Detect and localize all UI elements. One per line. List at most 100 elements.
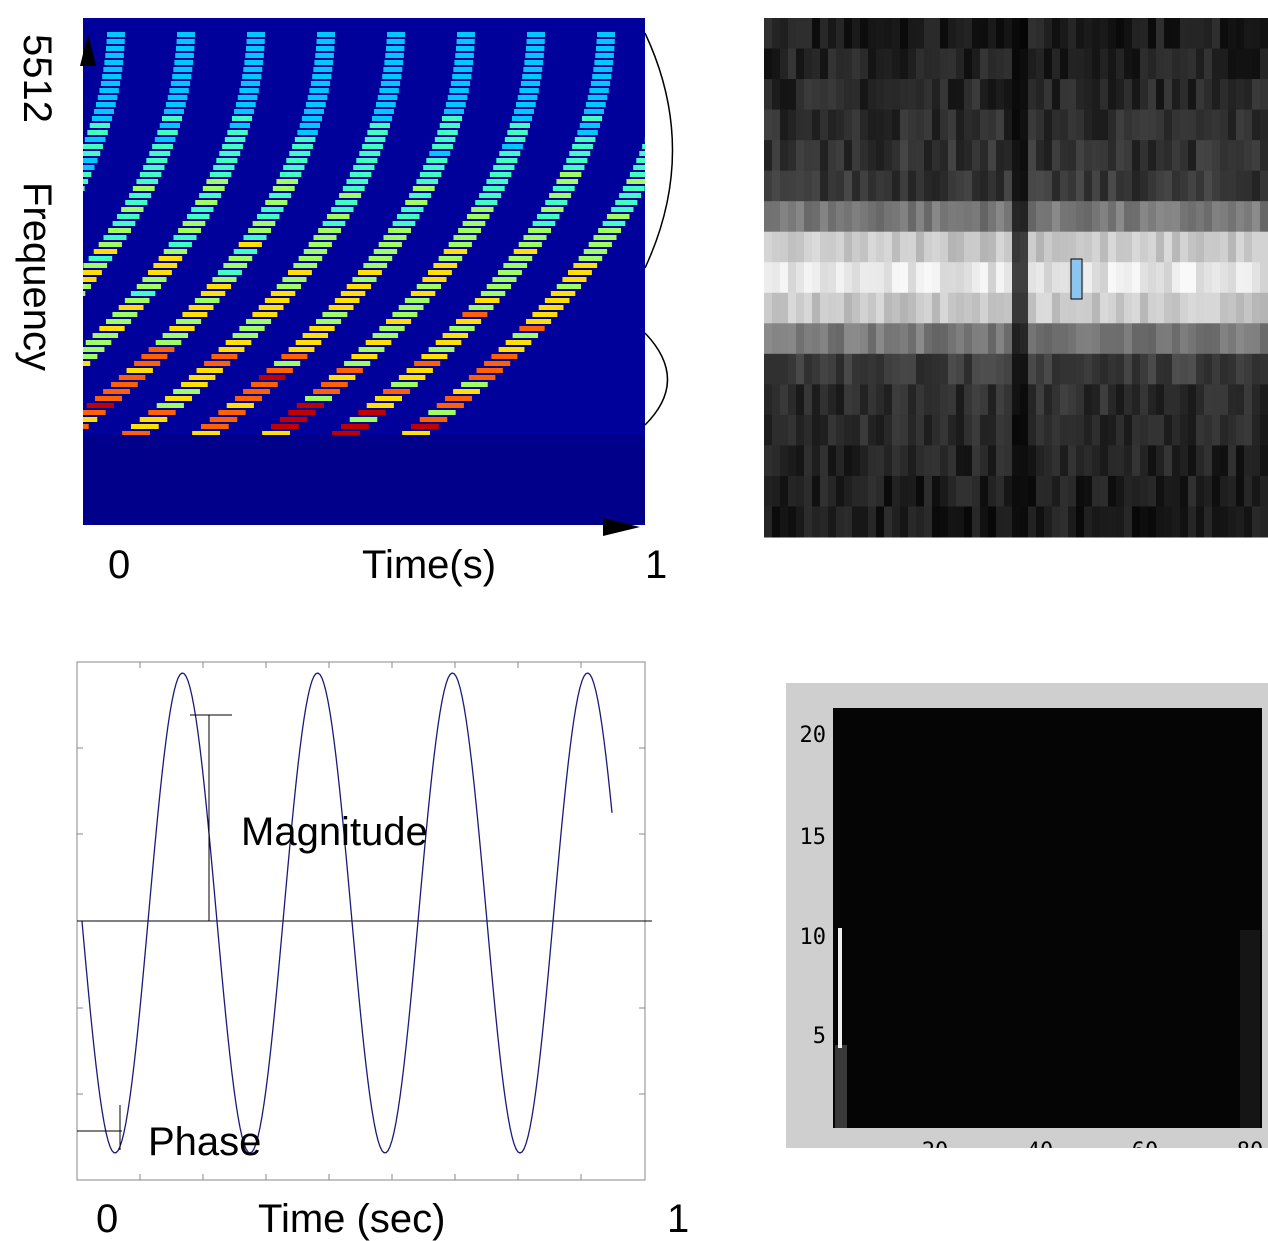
image-cell [788,323,797,355]
stripe-cell [124,298,150,303]
image-cell [1044,353,1053,385]
image-cell [836,48,845,80]
stripe-cell [423,165,445,170]
image-cell [1100,292,1109,324]
image-cell [908,292,917,324]
image-cell [1036,475,1045,507]
stripe-cell [176,39,195,44]
image-cell [988,414,997,446]
stripe-cell [276,284,301,289]
x-start: 0 [96,1197,118,1241]
image-cell [1164,414,1173,446]
image-cell [796,79,805,111]
image-cell [1036,384,1045,416]
image-cell [1260,109,1268,141]
image-cell [1036,109,1045,141]
image-cell [844,231,853,263]
image-cell [972,292,981,324]
stripe-cell [213,165,235,170]
image-cell [1060,445,1069,477]
stripe-cell [118,375,146,380]
image-cell [1140,201,1149,233]
image-cell [1212,445,1221,477]
image-cell [1236,414,1245,446]
image-cell [1164,384,1173,416]
x-label: Time (sec) [258,1197,445,1241]
image-cell [1244,231,1253,263]
image-cell [1236,231,1245,263]
image-cell [844,506,853,538]
image-cell [916,323,925,355]
image-cell [1068,323,1077,355]
stripe-cell [199,193,222,198]
stripe-cell [550,291,576,296]
stripe-cell [663,67,682,72]
stripe-cell [523,235,547,240]
stripe-cell [233,249,258,254]
image-cell [1092,506,1101,538]
image-cell [1252,79,1261,111]
image-cell [1188,18,1197,50]
stripe-cell [83,158,98,163]
stripe-cell [99,88,119,93]
phase-label: Phase [148,1120,261,1164]
stripe-cell [142,277,167,282]
image-cell [956,140,965,172]
image-cell [1076,48,1085,80]
image-cell [1220,445,1229,477]
image-cell [900,445,909,477]
stripe-cell [279,417,308,422]
image-cell [908,231,917,263]
image-cell [764,475,773,507]
image-cell [772,48,781,80]
image-cell [940,170,949,202]
stripe-cell [154,137,176,142]
y-label-top: 5512 [15,34,59,123]
image-cell [1020,201,1029,233]
image-cell [828,48,837,80]
image-cell [772,414,781,446]
image-cell [1172,201,1181,233]
image-cell [836,231,845,263]
stripe-cell [453,67,473,72]
stripe-cell [172,74,192,79]
stripe-cell [294,137,316,142]
image-cell [1124,140,1133,172]
image-cell [1044,475,1053,507]
image-cell [1156,323,1165,355]
image-cell [1084,18,1093,50]
stripe-cell [373,249,398,254]
image-cell [868,445,877,477]
image-cell [812,384,821,416]
image-cell [1228,323,1237,355]
image-cell [1052,109,1061,141]
stripe-cell [0,375,5,380]
image-cell [964,384,973,416]
image-cell [1220,353,1229,385]
stripe-cell [404,298,430,303]
stripe-cell [173,389,200,394]
stripe-cell [443,249,468,254]
image-cell [1108,384,1117,416]
stripe-cell [83,284,91,289]
image-cell [1196,170,1205,202]
stripe-cell [0,186,15,191]
image-cell [772,201,781,233]
image-cell [1028,475,1037,507]
image-cell [972,79,981,111]
stripe-cell [57,368,83,373]
image-cell [1244,18,1253,50]
image-cell [1108,109,1117,141]
stripe-cell [497,270,522,275]
image-cell [1020,262,1029,294]
image-cell [1004,445,1013,477]
stripe-cell [88,256,113,261]
image-cell [884,445,893,477]
image-cell [1060,140,1069,172]
image-cell [1196,292,1205,324]
stripe-cell [217,270,242,275]
image-cell [844,170,853,202]
image-cell [1116,475,1125,507]
image-cell [1020,353,1029,385]
stripe-cell [83,172,92,177]
